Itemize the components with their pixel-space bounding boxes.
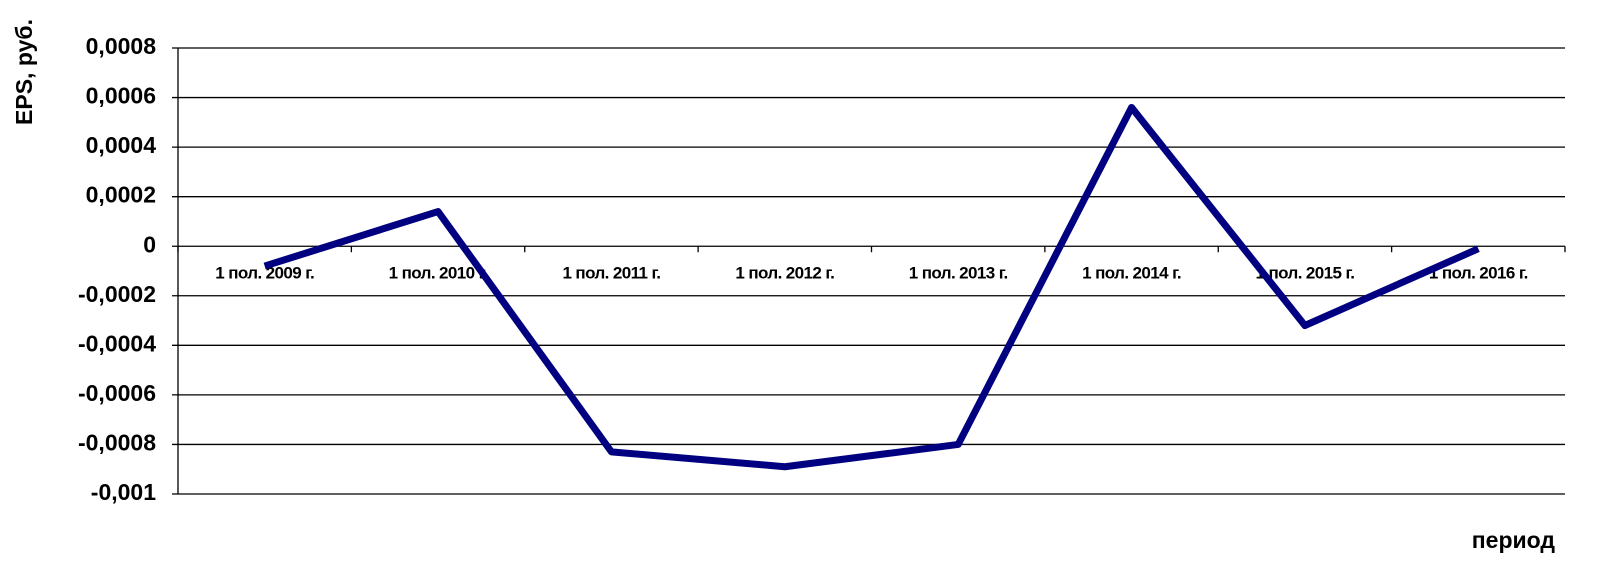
x-tick-label: 1 пол. 2009 г.: [215, 264, 314, 283]
y-tick-label: -0,0004: [78, 330, 156, 356]
x-tick-label: 1 пол. 2010 г.: [389, 264, 488, 283]
x-tick-label: 1 пол. 2011 г.: [562, 264, 660, 283]
y-tick-label: -0,0006: [78, 380, 156, 406]
y-tick-label: 0,0002: [86, 182, 156, 208]
y-tick-label: 0: [143, 231, 156, 257]
y-tick-label: -0,0002: [78, 281, 156, 307]
x-tick-label: 1 пол. 2013 г.: [909, 264, 1008, 283]
x-axis-label: период: [1472, 527, 1556, 553]
y-tick-label: -0,001: [91, 479, 156, 505]
y-tick-label: 0,0006: [86, 83, 156, 109]
x-tick-label: 1 пол. 2016 г.: [1429, 264, 1528, 283]
y-tick-label: 0,0004: [86, 132, 157, 158]
y-tick-label: 0,0008: [86, 33, 157, 59]
x-tick-label: 1 пол. 2014 г.: [1082, 264, 1181, 283]
x-tick-label: 1 пол. 2015 г.: [1255, 264, 1354, 283]
x-tick-label: 1 пол. 2012 г.: [735, 264, 834, 283]
y-tick-label: -0,0008: [78, 430, 156, 456]
data-line: [263, 103, 1480, 471]
y-axis-label: EPS, руб.: [11, 19, 37, 125]
